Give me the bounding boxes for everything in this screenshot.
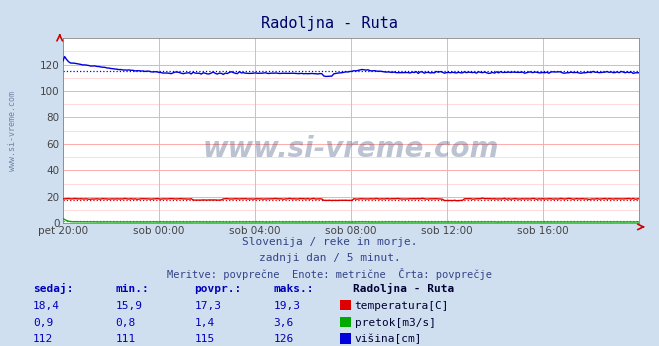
Text: Radoljna - Ruta: Radoljna - Ruta — [261, 16, 398, 30]
Text: zadnji dan / 5 minut.: zadnji dan / 5 minut. — [258, 253, 401, 263]
Text: višina[cm]: višina[cm] — [355, 334, 422, 344]
Text: pretok[m3/s]: pretok[m3/s] — [355, 318, 436, 328]
Text: temperatura[C]: temperatura[C] — [355, 301, 449, 311]
Text: 115: 115 — [194, 334, 215, 344]
Text: www.si-vreme.com: www.si-vreme.com — [203, 135, 499, 163]
Text: povpr.:: povpr.: — [194, 284, 242, 294]
Text: maks.:: maks.: — [273, 284, 314, 294]
Text: 111: 111 — [115, 334, 136, 344]
Text: min.:: min.: — [115, 284, 149, 294]
Text: Meritve: povprečne  Enote: metrične  Črta: povprečje: Meritve: povprečne Enote: metrične Črta:… — [167, 268, 492, 280]
Text: 15,9: 15,9 — [115, 301, 142, 311]
Text: 17,3: 17,3 — [194, 301, 221, 311]
Text: Slovenija / reke in morje.: Slovenija / reke in morje. — [242, 237, 417, 247]
Text: 18,4: 18,4 — [33, 301, 60, 311]
Text: 112: 112 — [33, 334, 53, 344]
Text: 126: 126 — [273, 334, 294, 344]
Text: Radoljna - Ruta: Radoljna - Ruta — [353, 283, 454, 294]
Text: 1,4: 1,4 — [194, 318, 215, 328]
Text: 0,9: 0,9 — [33, 318, 53, 328]
Text: sedaj:: sedaj: — [33, 283, 73, 294]
Text: 19,3: 19,3 — [273, 301, 301, 311]
Text: 0,8: 0,8 — [115, 318, 136, 328]
Text: www.si-vreme.com: www.si-vreme.com — [8, 91, 17, 172]
Text: 3,6: 3,6 — [273, 318, 294, 328]
